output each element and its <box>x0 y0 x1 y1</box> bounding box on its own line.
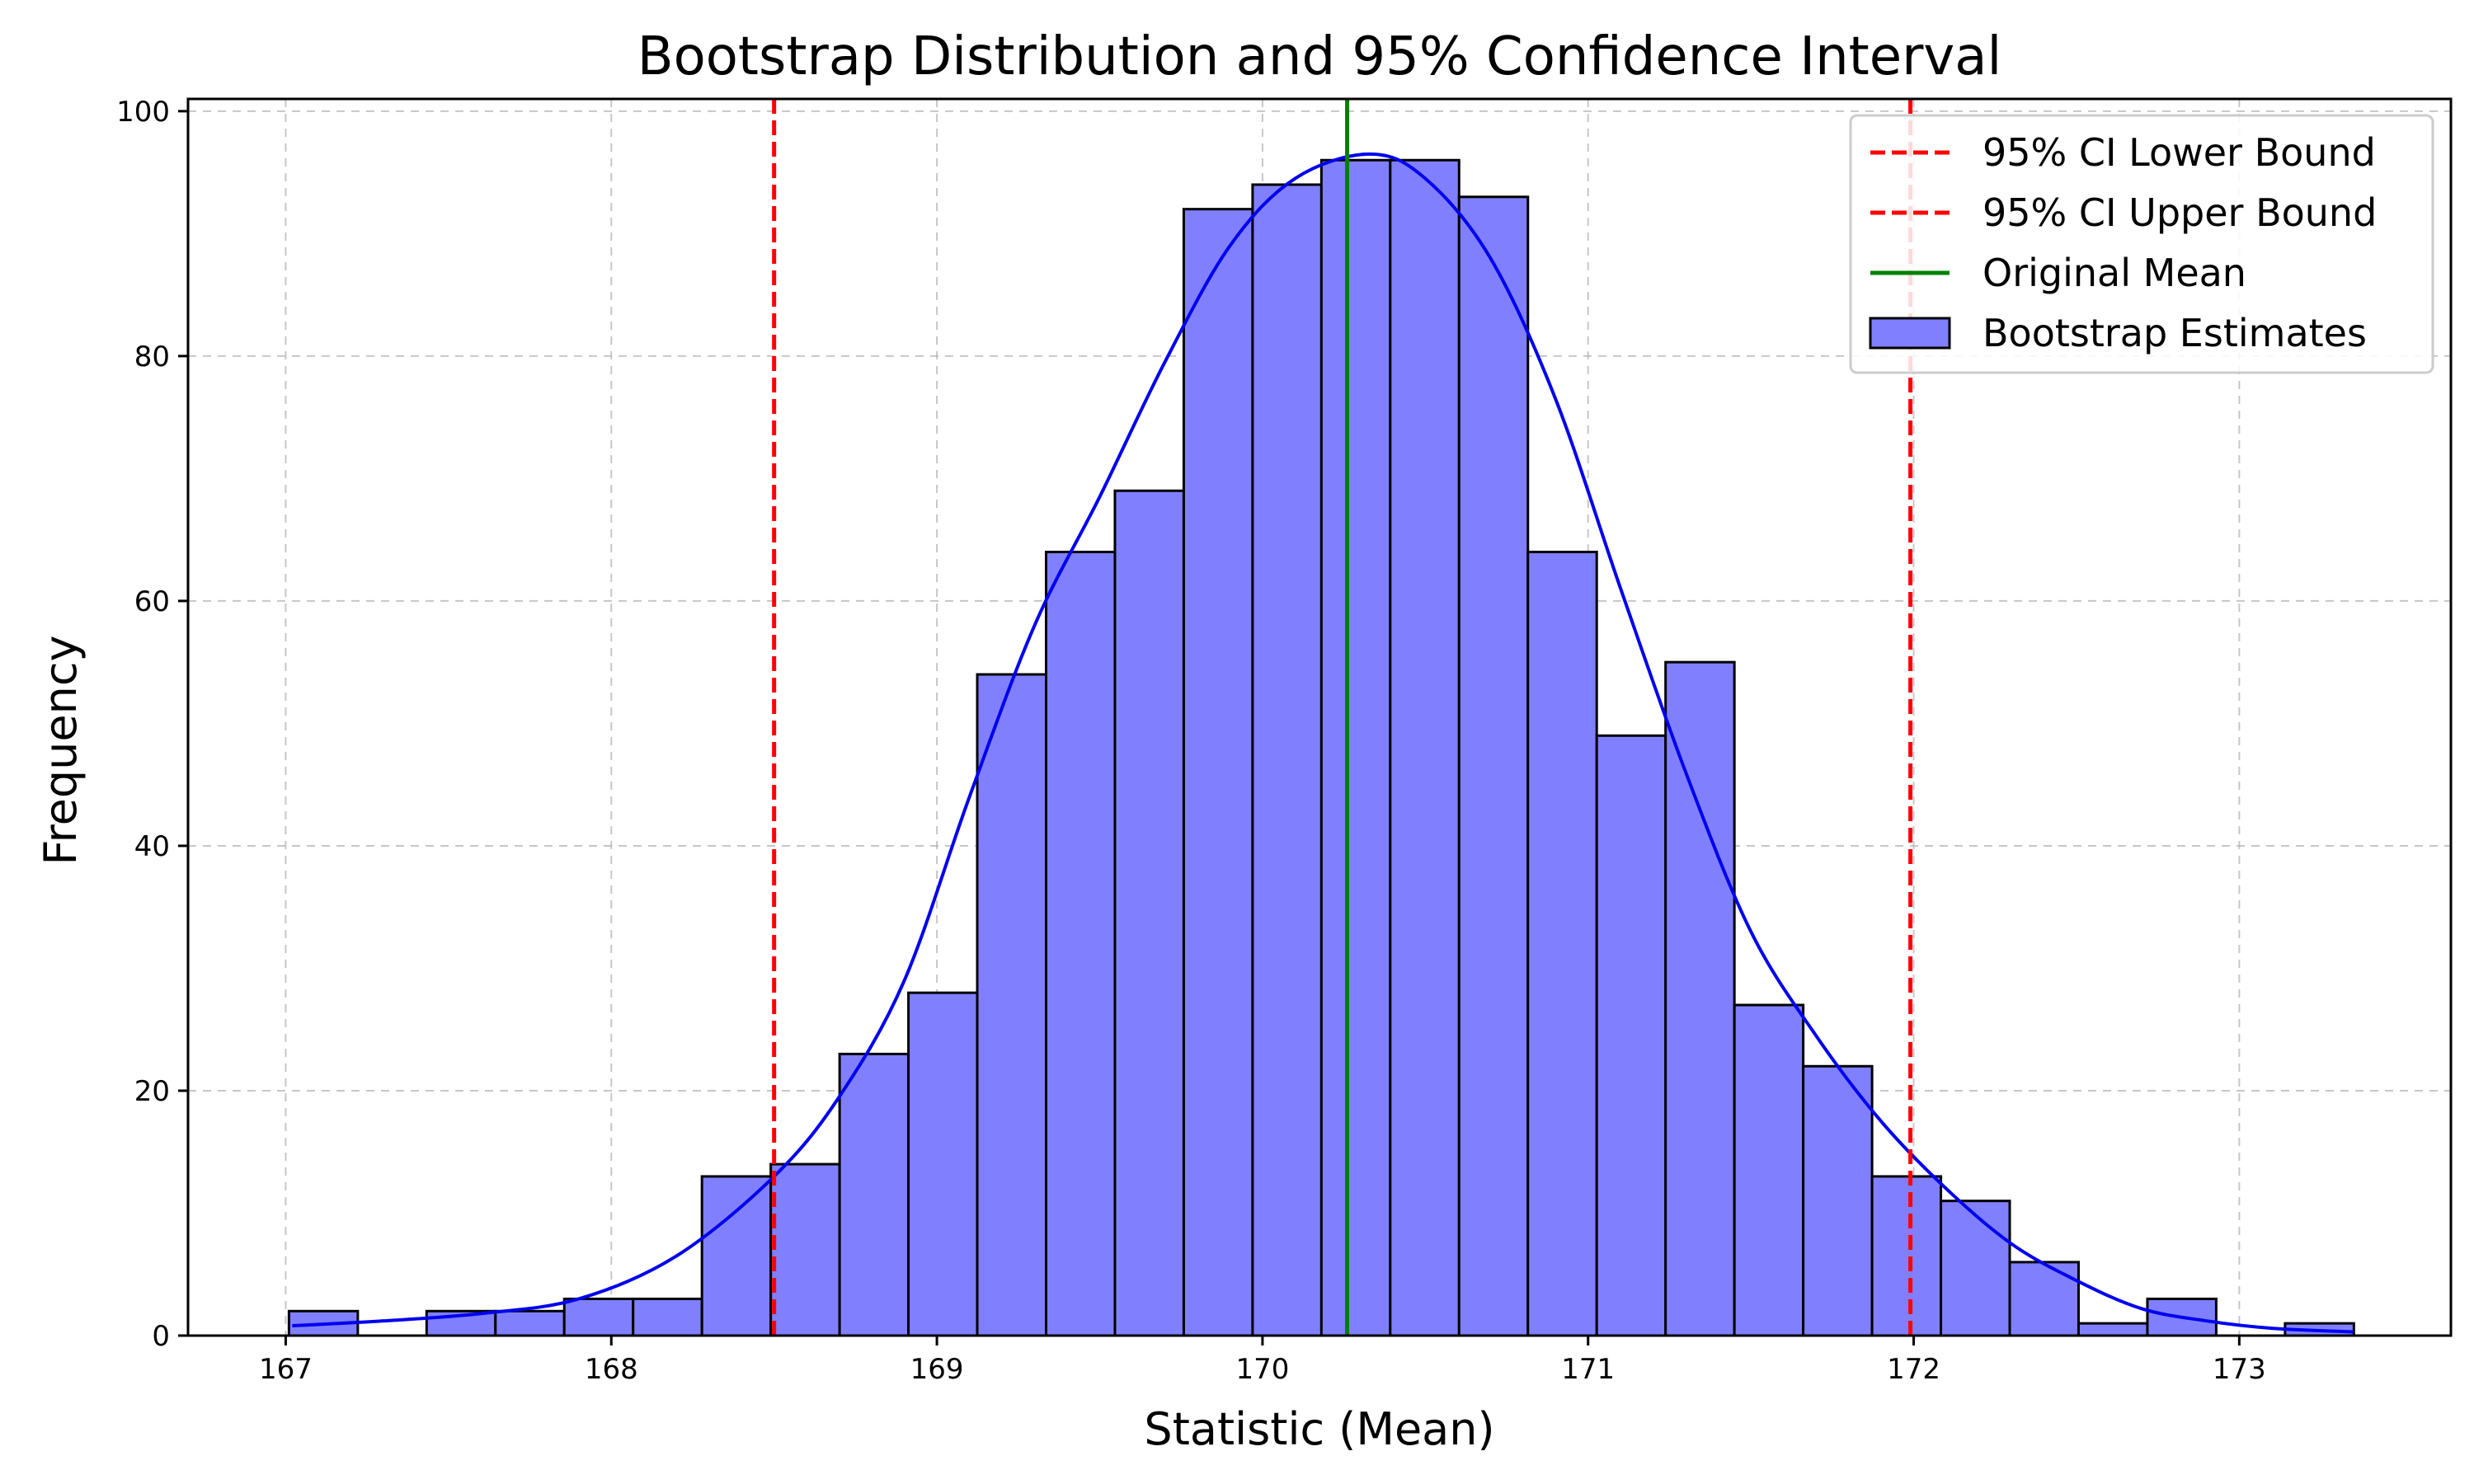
x-tick-label: 170 <box>1235 1353 1289 1386</box>
histogram-bar <box>1319 158 1392 1337</box>
histogram-bar <box>1251 183 1323 1337</box>
legend-label: Original Mean <box>1982 251 2246 295</box>
legend-box <box>1849 114 2434 374</box>
x-tick-label: 171 <box>1561 1353 1615 1386</box>
histogram-bar <box>1940 1200 2011 1337</box>
x-tick-label: 172 <box>1887 1353 1940 1386</box>
y-tick-label: 40 <box>134 830 170 863</box>
y-axis-label: Frequency <box>35 636 87 866</box>
histogram-bar <box>700 1175 773 1337</box>
histogram-bar <box>1045 551 1117 1337</box>
x-tick-label: 168 <box>585 1353 638 1386</box>
histogram-bars <box>287 158 2355 1337</box>
histogram-bar <box>494 1309 566 1337</box>
axes-frame <box>186 97 2453 1337</box>
x-tick-label: 169 <box>910 1353 964 1386</box>
histogram-bar <box>632 1297 703 1337</box>
histogram-bar <box>1733 1003 1805 1337</box>
legend-label: 95% CI Upper Bound <box>1982 190 2377 235</box>
x-tick-label: 173 <box>2213 1353 2266 1386</box>
axis-ticks: 167 168 169 170 171 172 173 0 20 40 60 80 100 <box>116 96 2266 1386</box>
y-tick-label: 60 <box>134 585 170 618</box>
x-tick-label: 167 <box>259 1353 313 1386</box>
histogram-bar <box>1526 551 1598 1337</box>
histogram-bar <box>976 673 1048 1337</box>
legend-label: 95% CI Lower Bound <box>1982 130 2376 175</box>
histogram-bar <box>1457 195 1530 1337</box>
histogram-bar <box>1802 1064 1874 1337</box>
axes-border <box>186 97 2453 1337</box>
y-tick-label: 20 <box>134 1075 170 1108</box>
chart-title: Bootstrap Distribution and 95% Confidenc… <box>637 26 2002 87</box>
histogram-bar <box>1664 660 1736 1337</box>
histogram-bar <box>1113 489 1185 1337</box>
y-tick-label: 100 <box>116 96 170 129</box>
y-tick-label: 0 <box>152 1320 170 1353</box>
legend-label: Bootstrap Estimates <box>1982 311 2367 355</box>
x-axis-label: Statistic (Mean) <box>1144 1403 1494 1455</box>
histogram-bar <box>2077 1322 2149 1337</box>
histogram-bar <box>562 1297 635 1337</box>
histogram-bar <box>769 1162 841 1337</box>
histogram-bar <box>838 1052 910 1337</box>
histogram-bar <box>2008 1261 2080 1337</box>
legend: 95% CI Lower Bound 95% CI Upper Bound Orig… <box>1849 114 2434 374</box>
histogram-bar <box>907 991 979 1337</box>
histogram-bar <box>1870 1175 1943 1337</box>
histogram-bar <box>1595 734 1667 1337</box>
histogram-bar <box>1182 208 1254 1337</box>
histogram-bar <box>1389 158 1460 1337</box>
legend-swatch <box>1869 317 1951 350</box>
y-tick-label: 80 <box>134 340 170 373</box>
